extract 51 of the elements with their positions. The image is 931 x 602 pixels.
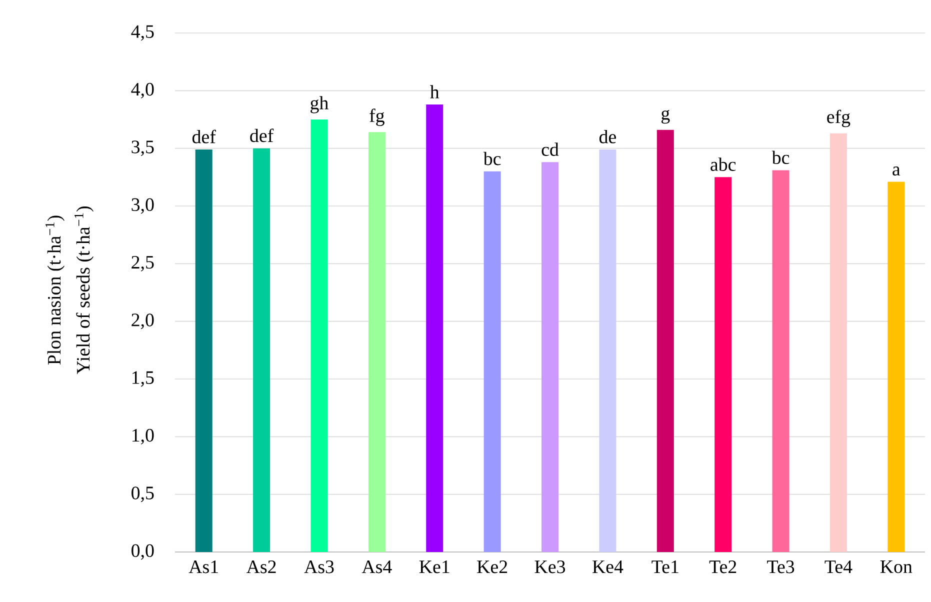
y-tick-label: 4,5	[131, 25, 154, 41]
annotation: cd	[542, 142, 559, 156]
x-tick-label: As3	[304, 560, 334, 574]
y-tick-label: 1,5	[132, 371, 154, 387]
annotation: fg	[370, 108, 384, 126]
text: Yield of seeds (t·ha$^{−1}$)	[74, 206, 94, 374]
bar	[714, 177, 732, 552]
x-tick-label: Te1	[652, 560, 678, 574]
bar	[310, 119, 328, 552]
bar	[368, 132, 386, 552]
bar	[253, 148, 270, 552]
annotation: efg	[827, 110, 850, 128]
bar	[772, 170, 790, 552]
y-tick-label: 3,5	[132, 140, 154, 156]
bar	[830, 133, 847, 552]
bar	[195, 149, 212, 552]
annotation: de	[599, 130, 616, 144]
y-tick-label: 2,5	[132, 256, 154, 272]
bar	[599, 149, 616, 552]
x-tick-label: As1	[188, 560, 218, 574]
x-tick-label: Ke3	[534, 560, 566, 574]
y-axis-title: Plon nasion (t·ha$^{−1}$)	[45, 216, 65, 365]
bar	[542, 162, 559, 552]
y-tick-label: 2,0	[132, 314, 154, 330]
annotation: h	[430, 85, 440, 98]
y-tick-label: 3,0	[132, 198, 154, 214]
bar	[656, 130, 674, 552]
y-tick-label: 4,0	[131, 82, 154, 98]
annotation: bc	[483, 152, 501, 166]
x-tick-label: Ke2	[477, 560, 508, 574]
annotation: abc	[710, 158, 736, 171]
bar	[888, 182, 905, 552]
x-tick-label: Te3	[767, 560, 794, 574]
annotation: gh	[310, 96, 328, 114]
bar	[484, 171, 501, 552]
annotation: bc	[772, 150, 790, 164]
annotation: def	[250, 128, 274, 142]
x-tick-label: As2	[246, 560, 276, 574]
x-tick-label: Kon	[880, 560, 912, 574]
y-tick-label: 0,5	[132, 486, 154, 502]
x-tick-label: Te2	[709, 560, 736, 574]
x-tick-label: Ke1	[419, 560, 450, 574]
x-tick-label: Ke4	[592, 560, 624, 574]
y-tick-label: 1,0	[132, 428, 154, 444]
x-tick-label: As4	[362, 560, 392, 574]
annotation: a	[892, 166, 900, 176]
annotation: def	[192, 130, 216, 144]
annotation: g	[661, 110, 670, 124]
y-tick-label: 0,0	[132, 544, 154, 560]
bar	[426, 104, 444, 552]
x-tick-label: Te4	[824, 560, 852, 574]
